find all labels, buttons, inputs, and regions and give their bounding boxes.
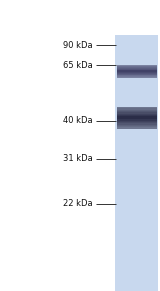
Bar: [117, 110, 157, 111]
Bar: [117, 74, 157, 75]
Bar: [117, 68, 157, 69]
Bar: [117, 122, 157, 123]
Bar: [117, 126, 157, 127]
Text: 22 kDa: 22 kDa: [63, 199, 93, 208]
Bar: [117, 127, 157, 129]
Bar: [117, 118, 157, 119]
Bar: [117, 119, 157, 120]
Bar: [117, 116, 157, 118]
Bar: [117, 66, 157, 67]
Bar: [117, 112, 157, 114]
Bar: [117, 69, 157, 70]
Bar: [117, 75, 157, 76]
Bar: [117, 65, 157, 66]
Bar: [117, 72, 157, 73]
Bar: [117, 123, 157, 125]
Text: 40 kDa: 40 kDa: [63, 116, 93, 125]
Bar: [117, 76, 157, 77]
Bar: [117, 111, 157, 112]
Bar: [117, 71, 157, 72]
Bar: [117, 125, 157, 126]
Bar: [117, 77, 157, 78]
Text: 31 kDa: 31 kDa: [63, 154, 93, 163]
Bar: [117, 70, 157, 71]
Bar: [115, 35, 158, 291]
Bar: [117, 67, 157, 68]
Bar: [117, 115, 157, 116]
Text: 90 kDa: 90 kDa: [63, 41, 93, 49]
Bar: [117, 114, 157, 115]
Bar: [117, 107, 157, 108]
Bar: [117, 108, 157, 110]
Bar: [117, 73, 157, 74]
Text: 65 kDa: 65 kDa: [63, 61, 93, 70]
Bar: [117, 120, 157, 122]
